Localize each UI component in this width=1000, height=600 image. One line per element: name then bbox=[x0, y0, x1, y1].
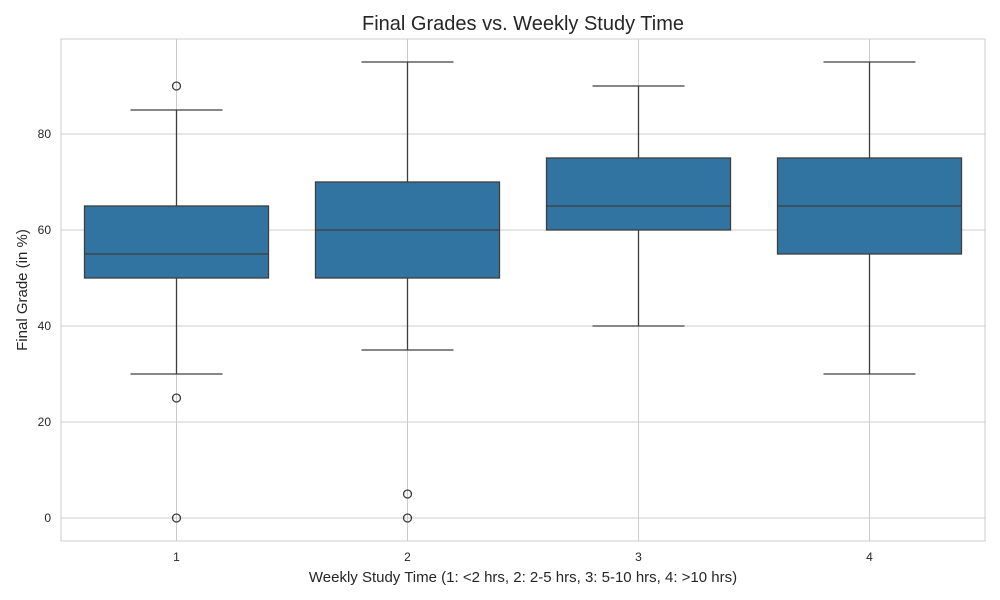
box-group-4 bbox=[776, 61, 963, 375]
x-tick-label: 4 bbox=[866, 550, 873, 564]
y-tick-label: 20 bbox=[38, 415, 52, 429]
iqr-box bbox=[83, 205, 270, 279]
outlier-point bbox=[402, 489, 413, 499]
box-group-3 bbox=[545, 85, 732, 327]
y-axis-label: Final Grade (in %) bbox=[14, 229, 31, 351]
y-tick-label: 80 bbox=[38, 127, 52, 141]
box-group-2 bbox=[314, 61, 501, 523]
x-axis-label: Weekly Study Time (1: <2 hrs, 2: 2-5 hrs… bbox=[309, 569, 737, 586]
y-tick-label: 60 bbox=[38, 223, 52, 237]
box-group-1 bbox=[83, 81, 270, 523]
iqr-box bbox=[545, 157, 732, 231]
plot-frame bbox=[60, 38, 986, 542]
x-tick-label: 2 bbox=[404, 550, 411, 564]
x-tick-label: 3 bbox=[635, 550, 642, 564]
chart-title: Final Grades vs. Weekly Study Time bbox=[362, 13, 684, 35]
x-tick-label: 1 bbox=[173, 550, 180, 564]
y-tick-label: 0 bbox=[44, 511, 51, 525]
outlier-point bbox=[171, 513, 182, 523]
outlier-point bbox=[402, 513, 413, 523]
y-tick-label: 40 bbox=[38, 319, 52, 333]
outlier-point bbox=[171, 81, 182, 91]
outlier-point bbox=[171, 393, 182, 403]
